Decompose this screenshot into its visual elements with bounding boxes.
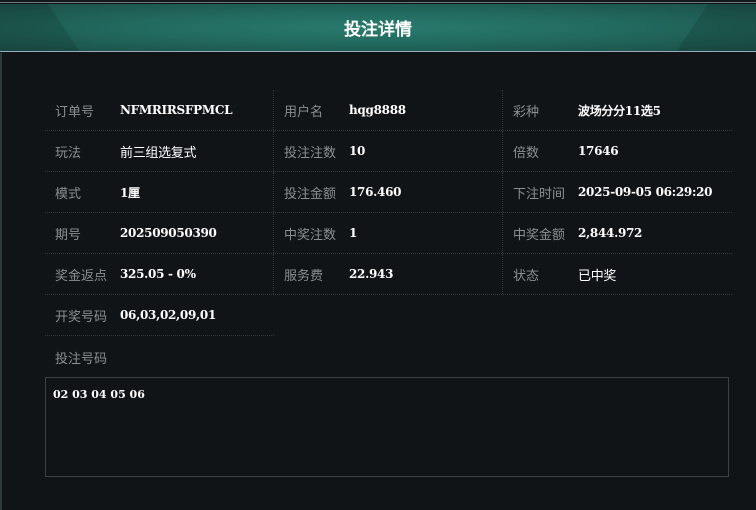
detail-cell: 倍数 17646 [503,131,732,171]
detail-row: 开奖号码 06,03,02,09,01 [45,295,732,336]
detail-value: 176.460 [349,185,402,199]
detail-label: 期号 [55,227,82,243]
detail-label: 用户名 [284,104,324,120]
top-border [0,0,756,3]
detail-label: 下注时间 [513,186,566,202]
details-grid: 订单号 NFMRIRSFPMCL 用户名 hqg8888 彩种 波场分分11选5 玩法 前三组… [45,90,732,336]
detail-value: 2025-09-05 06:29:20 [578,185,713,199]
detail-cell: 用户名 hqg8888 [274,90,503,130]
modal-edge [0,53,2,510]
detail-cell: 下注时间 2025-09-05 06:29:20 [503,172,732,212]
detail-label: 服务费 [284,268,324,284]
detail-value: 22.943 [349,267,394,281]
detail-label: 中奖金额 [513,227,566,243]
detail-cell: 玩法 前三组选复式 [45,131,274,171]
detail-cell: 奖金返点 325.05 - 0% [45,254,274,294]
detail-row: 奖金返点 325.05 - 0% 服务费 22.943 状态 已中奖 [45,254,732,295]
detail-cell: 投注注数 10 [274,131,503,171]
detail-label: 开奖号码 [55,309,108,325]
detail-cell: 状态 已中奖 [503,254,732,294]
detail-value: 前三组选复式 [120,145,197,161]
bet-numbers-box: 02 03 04 05 06 [45,377,729,477]
detail-cell: 期号 202509050390 [45,213,274,253]
detail-value: hqg8888 [349,103,406,117]
detail-label: 中奖注数 [284,227,337,243]
detail-cell: 开奖号码 06,03,02,09,01 [45,295,274,336]
detail-cell: 模式 1厘 [45,172,274,212]
detail-label: 彩种 [513,104,540,120]
bet-numbers-label: 投注号码 [55,352,108,367]
detail-value: 17646 [578,144,619,158]
detail-row: 模式 1厘 投注金额 176.460 下注时间 2025-09-05 06:29:20 [45,172,732,213]
detail-label: 奖金返点 [55,268,108,284]
detail-cell: 中奖金额 2,844.972 [503,213,732,253]
detail-value: 已中奖 [578,268,617,284]
detail-row: 订单号 NFMRIRSFPMCL 用户名 hqg8888 彩种 波场分分11选5 [45,90,732,131]
detail-value: 10 [349,144,366,158]
detail-cell: 订单号 NFMRIRSFPMCL [45,90,274,130]
detail-label: 模式 [55,186,82,202]
detail-cell: 服务费 22.943 [274,254,503,294]
detail-value: 波场分分11选5 [578,103,661,118]
modal-title: 投注详情 [344,20,412,40]
modal-header: 投注详情 [0,4,756,52]
detail-value: NFMRIRSFPMCL [120,103,233,117]
detail-cell: 投注金额 176.460 [274,172,503,212]
detail-cell: 中奖注数 1 [274,213,503,253]
detail-value: 1 [349,226,358,240]
detail-value: 2,844.972 [578,226,643,240]
detail-row: 期号 202509050390 中奖注数 1 中奖金额 2,844.972 [45,213,732,254]
detail-label: 投注金额 [284,186,337,202]
detail-label: 倍数 [513,145,540,161]
detail-label: 状态 [513,268,540,284]
detail-value: 202509050390 [120,226,217,240]
detail-value: 325.05 - 0% [120,267,196,281]
detail-label: 玩法 [55,145,82,161]
detail-cell: 彩种 波场分分11选5 [503,90,732,130]
detail-label: 订单号 [55,104,95,120]
detail-row: 玩法 前三组选复式 投注注数 10 倍数 17646 [45,131,732,172]
detail-value: 06,03,02,09,01 [120,308,217,322]
detail-label: 投注注数 [284,145,337,161]
detail-value: 1厘 [120,185,140,200]
